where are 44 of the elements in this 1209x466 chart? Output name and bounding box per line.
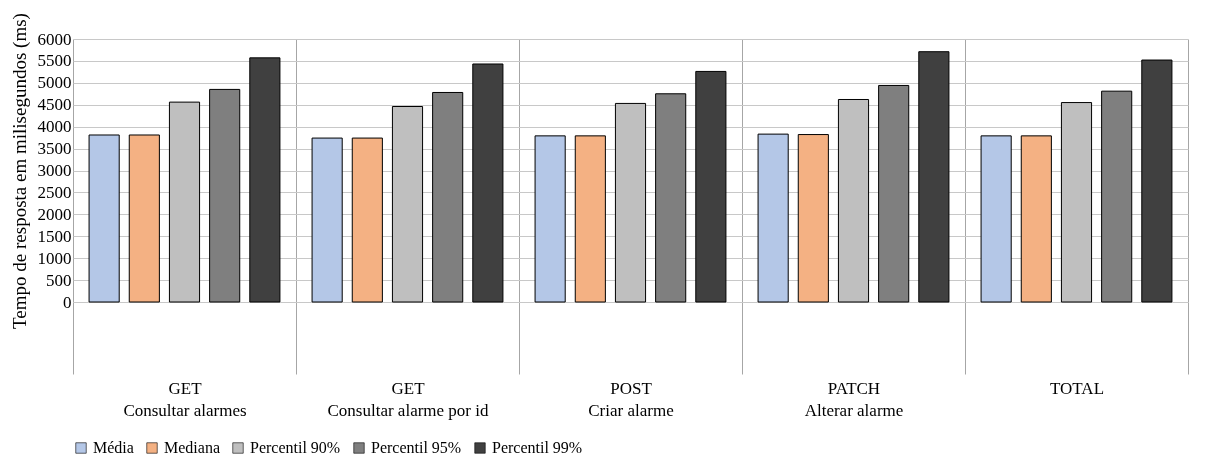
bar bbox=[757, 133, 789, 303]
bar bbox=[432, 91, 464, 303]
bar bbox=[797, 134, 829, 303]
bar bbox=[1101, 90, 1133, 303]
bar bbox=[351, 137, 383, 303]
legend-label: Percentil 95% bbox=[371, 439, 462, 456]
y-tick-label: 3000 bbox=[37, 161, 72, 180]
bar bbox=[878, 84, 910, 303]
y-tick-label: 1000 bbox=[37, 248, 72, 268]
y-tick-label: 5500 bbox=[37, 51, 72, 71]
bar bbox=[574, 135, 606, 303]
legend-label: Percentil 99% bbox=[492, 439, 583, 456]
y-tick-label: 3500 bbox=[37, 139, 72, 159]
bar bbox=[472, 63, 504, 303]
bar bbox=[918, 51, 950, 303]
bar bbox=[534, 135, 566, 303]
legend-label: Média bbox=[93, 439, 134, 456]
bar bbox=[128, 134, 160, 303]
legend-label: Mediana bbox=[164, 439, 220, 456]
y-tick-label: 1500 bbox=[37, 226, 72, 246]
bar bbox=[695, 70, 727, 303]
x-tick-label: GET Consultar alarme por id bbox=[327, 378, 489, 420]
y-tick-label: 6000 bbox=[37, 29, 72, 49]
bar bbox=[1141, 59, 1173, 303]
bar bbox=[249, 57, 281, 303]
y-tick-label: 4000 bbox=[37, 117, 72, 137]
bar bbox=[1020, 135, 1052, 303]
y-tick-label: 500 bbox=[46, 270, 72, 290]
bar bbox=[311, 137, 343, 303]
y-tick-label: 5000 bbox=[37, 73, 72, 93]
bar bbox=[88, 134, 120, 303]
x-tick-label: POST Criar alarme bbox=[588, 378, 674, 420]
y-tick-label: 0 bbox=[63, 292, 72, 312]
bar bbox=[980, 135, 1012, 303]
y-tick-label: 4500 bbox=[37, 95, 72, 115]
y-tick-label: 2500 bbox=[37, 182, 72, 202]
bar bbox=[209, 88, 241, 303]
x-tick-label: PATCH Alterar alarme bbox=[804, 378, 904, 420]
y-axis-title: Tempo de resposta em milisegundos (ms) bbox=[8, 13, 31, 329]
bar bbox=[655, 93, 687, 303]
x-tick-label: TOTAL bbox=[1049, 378, 1105, 398]
legend-label: Percentil 90% bbox=[250, 439, 341, 456]
y-tick-label: 2000 bbox=[37, 204, 72, 224]
x-tick-label: GET Consultar alarmes bbox=[123, 378, 247, 420]
